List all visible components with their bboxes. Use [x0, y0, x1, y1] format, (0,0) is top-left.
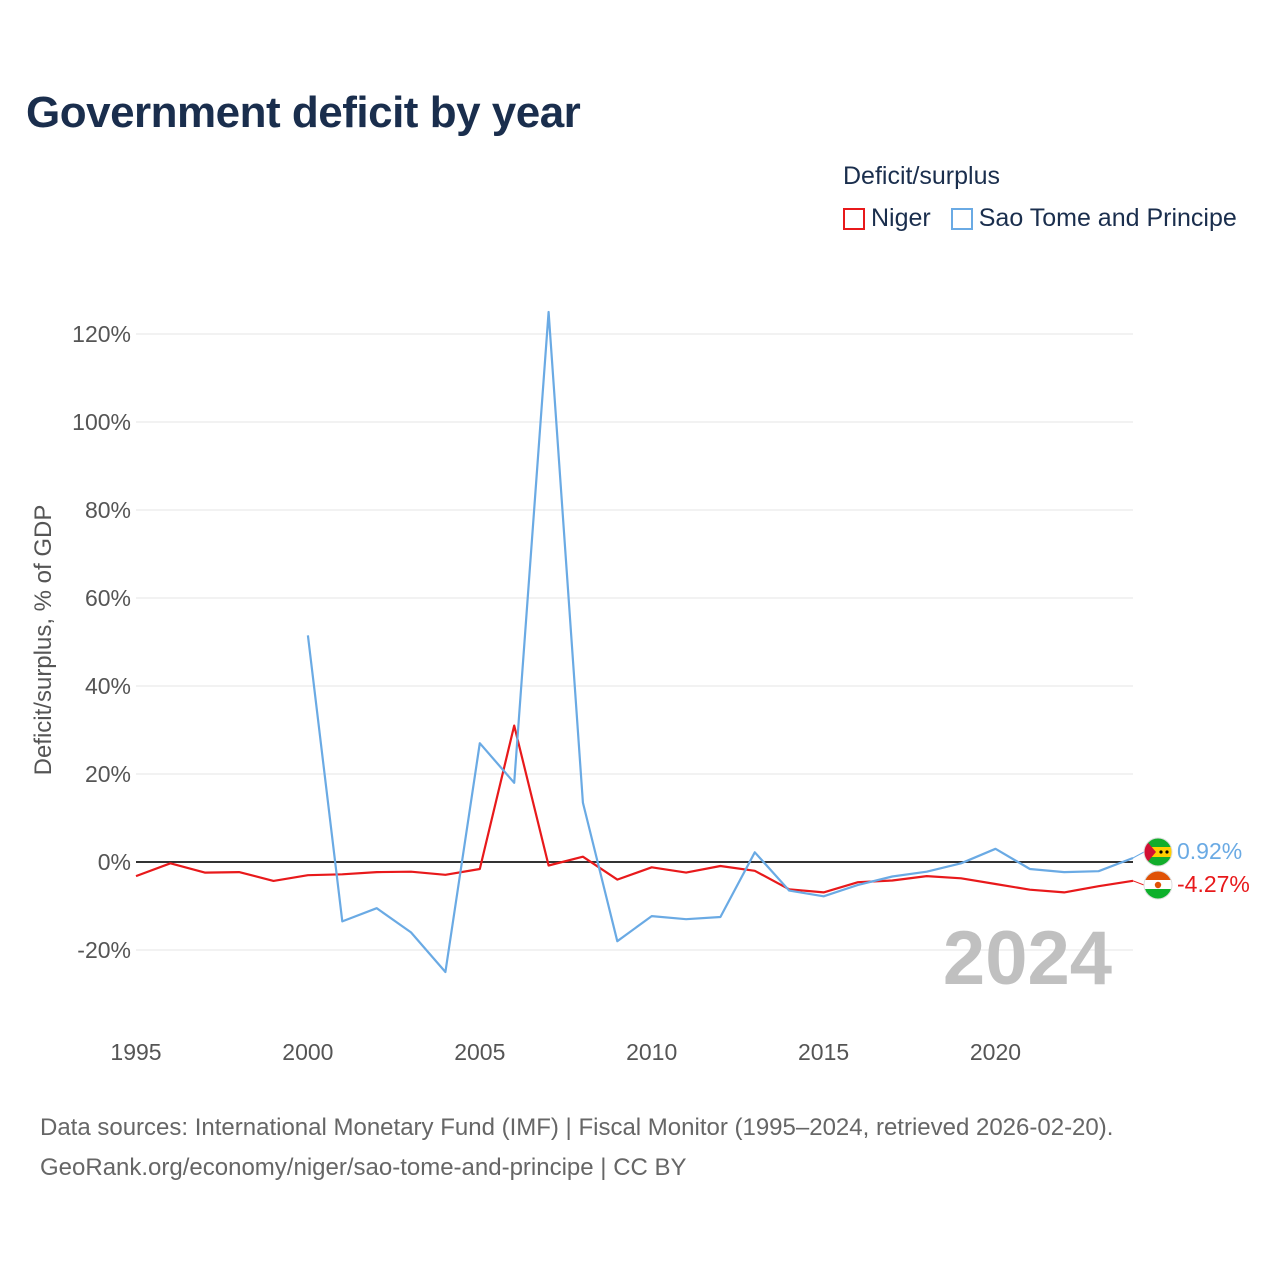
series-line-niger[interactable] [135, 724, 1134, 894]
series-lines [135, 310, 1145, 974]
legend-item-niger[interactable]: Niger [843, 204, 931, 233]
niger-flag-icon [1143, 870, 1173, 900]
sao-tome-flag-icon [1143, 837, 1173, 867]
end-label-niger: -4.27% [1177, 871, 1250, 897]
legend: Niger Sao Tome and Principe [843, 204, 1237, 233]
x-tick-label: 1995 [110, 1039, 161, 1065]
y-tick-label: 100% [72, 409, 131, 435]
x-tick-label: 2010 [626, 1039, 677, 1065]
legend-label-sao-tome: Sao Tome and Principe [978, 204, 1237, 232]
grid-lines [136, 333, 1133, 951]
x-tick-label: 2015 [798, 1039, 849, 1065]
series-line-sao-tome[interactable] [306, 310, 1134, 974]
year-watermark: 2024 [943, 916, 1112, 1001]
y-tick-label: 40% [85, 673, 131, 699]
x-tick-label: 2005 [454, 1039, 505, 1065]
data-sources: Data sources: International Monetary Fun… [40, 1108, 1113, 1188]
y-tick-label: 60% [85, 585, 131, 611]
end-label-connector [1132, 880, 1145, 886]
legend-label-niger: Niger [871, 204, 931, 232]
y-tick-labels: -20% 0% 20% 40% 60% 80% 100% 120% [72, 321, 131, 963]
sources-line-1: Data sources: International Monetary Fun… [40, 1114, 1114, 1141]
sources-line-2[interactable]: GeoRank.org/economy/niger/sao-tome-and-p… [40, 1154, 687, 1181]
legend-title: Deficit/surplus [843, 162, 1000, 190]
end-label-sao-tome: 0.92% [1177, 838, 1242, 864]
y-tick-label: -20% [77, 937, 131, 963]
end-label-connector [1132, 851, 1145, 859]
x-tick-label: 2020 [970, 1039, 1021, 1065]
y-tick-label: 120% [72, 321, 131, 347]
legend-swatch-niger [843, 207, 865, 230]
legend-swatch-sao-tome [950, 207, 973, 230]
y-tick-label: 20% [85, 761, 131, 787]
y-tick-label: 80% [85, 497, 131, 523]
chart-title: Government deficit by year [26, 88, 581, 137]
y-tick-label: 0% [98, 849, 131, 875]
x-tick-labels: 1995 2000 2005 2010 2015 2020 [110, 1039, 1021, 1065]
x-tick-label: 2000 [282, 1039, 333, 1065]
legend-item-sao-tome[interactable]: Sao Tome and Principe [950, 204, 1237, 233]
